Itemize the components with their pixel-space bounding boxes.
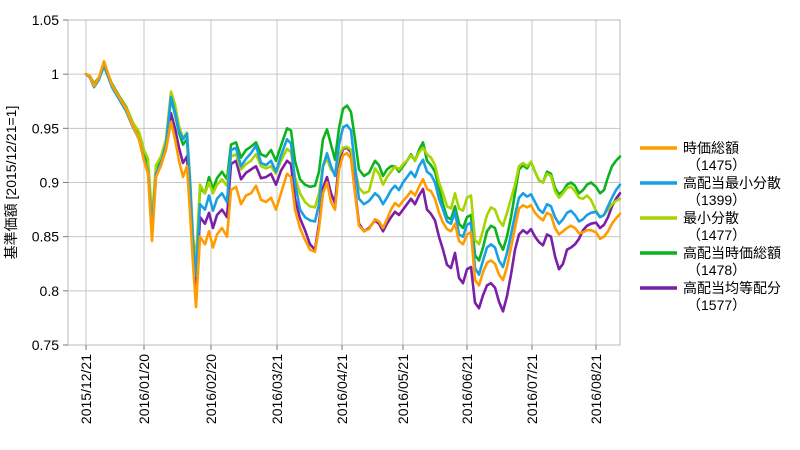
x-tick-label: 2016/05/21 <box>395 354 411 424</box>
legend-item-name: 高配当時価総額 <box>683 245 781 261</box>
legend-item-code: （1577） <box>687 297 746 313</box>
legend-item-name: 時価総額 <box>683 140 739 156</box>
x-tick-label: 2016/07/21 <box>524 354 540 424</box>
legend-item-code: （1477） <box>687 227 746 243</box>
y-tick-label: 1.05 <box>32 12 59 28</box>
legend-item-code: （1475） <box>687 157 746 173</box>
y-axis-title: 基準価額 [2015/12/21=1] <box>3 106 19 260</box>
x-tick-label: 2016/06/21 <box>459 354 475 424</box>
series-line-1577 <box>84 64 622 313</box>
y-tick-label: 1 <box>51 66 59 82</box>
x-tick-label: 2016/03/21 <box>269 354 285 424</box>
legend-item-name: 高配当均等配分 <box>683 280 781 296</box>
series-line-1475 <box>84 59 622 309</box>
y-tick-label: 0.8 <box>40 283 60 299</box>
legend-item-code: （1478） <box>687 262 746 278</box>
x-tick-label: 2016/01/20 <box>136 354 152 424</box>
legend-item-name: 高配当最小分散 <box>683 175 781 191</box>
y-tick-label: 0.85 <box>32 229 59 245</box>
legend-item-name: 最小分散 <box>683 210 739 226</box>
series-line-1399 <box>84 64 622 278</box>
x-tick-label: 2015/12/21 <box>78 354 94 424</box>
x-tick-label: 2016/08/21 <box>588 354 604 424</box>
y-tick-label: 0.9 <box>40 175 60 191</box>
y-tick-label: 0.75 <box>32 337 59 353</box>
x-tick-label: 2016/02/20 <box>203 354 219 424</box>
legend-item-code: （1399） <box>687 192 746 208</box>
y-tick-label: 0.95 <box>32 120 59 136</box>
x-tick-label: 2016/04/21 <box>334 354 350 424</box>
series-line-1477 <box>84 65 622 262</box>
